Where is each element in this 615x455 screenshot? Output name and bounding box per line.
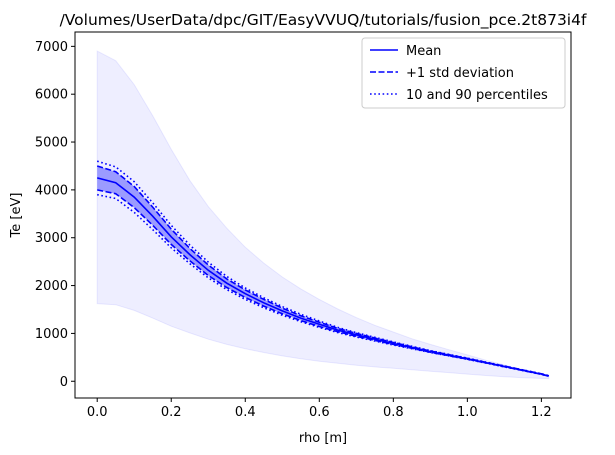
x-axis-label: rho [m] bbox=[299, 431, 347, 446]
x-tick-label: 1.2 bbox=[531, 405, 552, 420]
y-tick-label: 3000 bbox=[35, 231, 68, 246]
y-tick-label: 7000 bbox=[35, 40, 68, 55]
y-tick-label: 5000 bbox=[35, 136, 68, 151]
y-axis-label: Te [eV] bbox=[9, 193, 24, 239]
legend-label-mean: Mean bbox=[406, 44, 441, 59]
y-tick-label: 6000 bbox=[35, 88, 68, 103]
legend: Mean +1 std deviation 10 and 90 percenti… bbox=[361, 37, 566, 109]
legend-label-percentiles: 10 and 90 percentiles bbox=[406, 88, 548, 103]
x-tick-label: 0.6 bbox=[309, 405, 330, 420]
y-tick-label: 2000 bbox=[35, 279, 68, 294]
legend-box bbox=[361, 37, 566, 109]
x-tick-label: 0.8 bbox=[383, 405, 404, 420]
y-tick-label: 4000 bbox=[35, 183, 68, 198]
x-tick-label: 0.0 bbox=[87, 405, 108, 420]
y-tick-label: 1000 bbox=[35, 327, 68, 342]
y-tick-label: 0 bbox=[60, 375, 68, 390]
legend-label-std: +1 std deviation bbox=[406, 66, 514, 81]
y-axis: 0 1000 2000 3000 4000 5000 6000 7000 bbox=[35, 40, 75, 390]
x-tick-label: 0.4 bbox=[235, 405, 256, 420]
plot-area bbox=[96, 50, 550, 380]
x-axis: 0.0 0.2 0.4 0.6 0.8 1.0 1.2 bbox=[87, 398, 552, 420]
p10-line bbox=[97, 193, 549, 378]
x-tick-label: 0.2 bbox=[161, 405, 182, 420]
x-tick-label: 1.0 bbox=[457, 405, 478, 420]
outer-uncertainty-band bbox=[96, 50, 550, 380]
plot-frame bbox=[74, 31, 572, 399]
std-upper-line bbox=[96, 165, 550, 377]
chart-title: /Volumes/UserData/dpc/GIT/EasyVVUQ/tutor… bbox=[60, 11, 587, 30]
std-lower-line bbox=[97, 189, 549, 377]
